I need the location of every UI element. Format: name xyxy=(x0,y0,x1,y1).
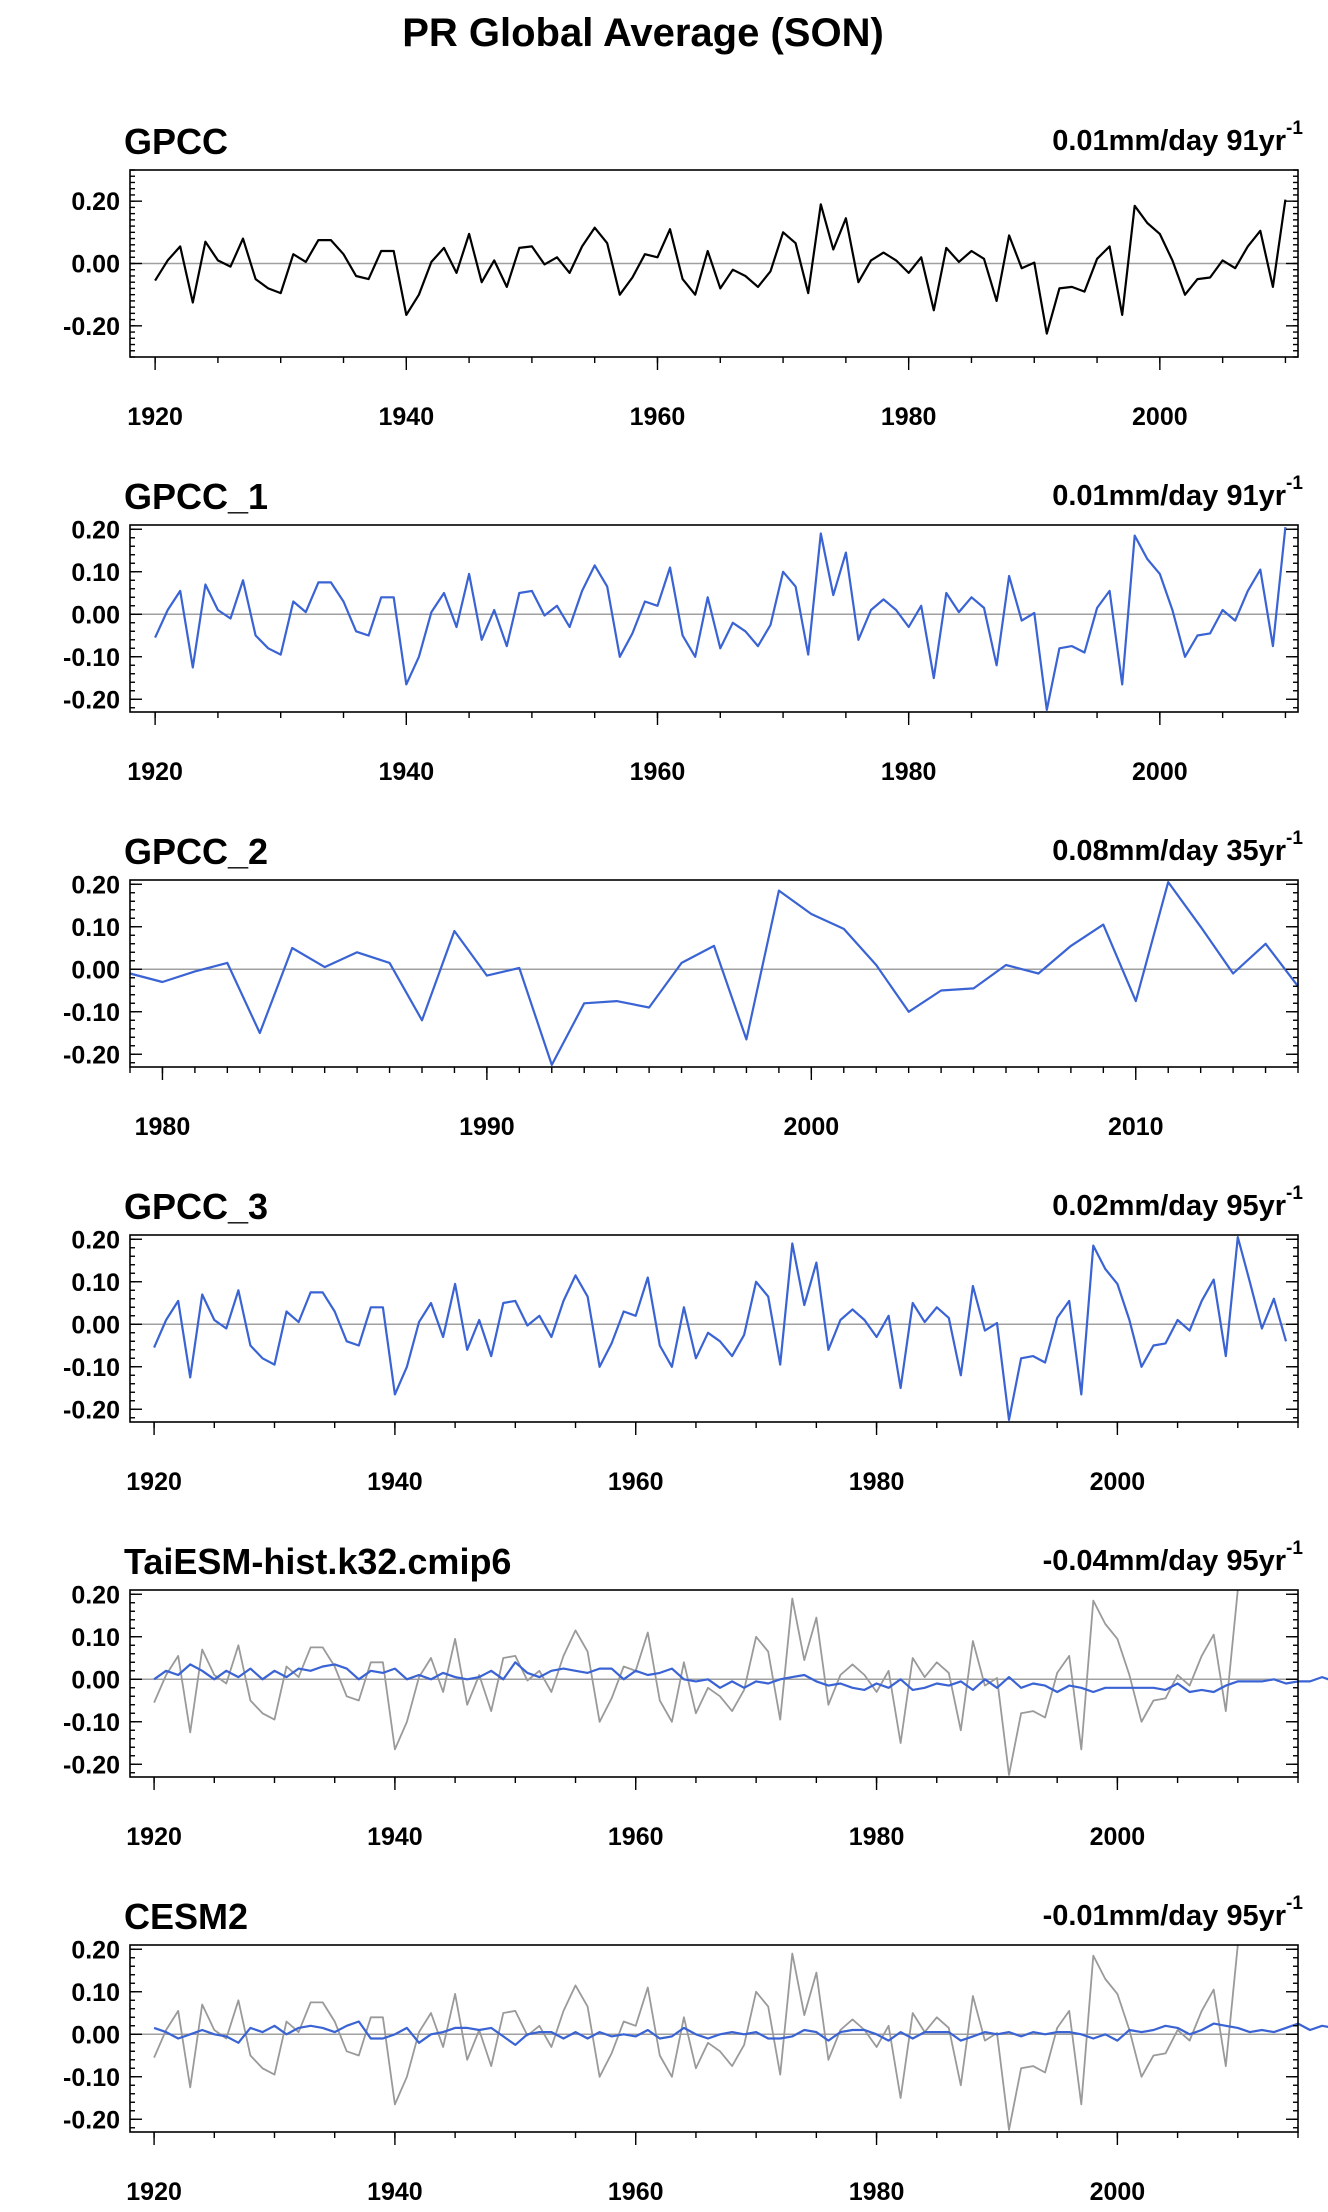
x-tick-label: 1990 xyxy=(459,1113,515,1141)
y-tick-label: 0.20 xyxy=(71,516,120,544)
series-line-model xyxy=(129,880,1299,1067)
y-tick-label: 0.10 xyxy=(71,914,120,942)
trend-exponent: -1 xyxy=(1286,473,1303,494)
y-tick-label: -0.10 xyxy=(63,1709,120,1737)
y-tick-label: 0.10 xyxy=(71,1624,120,1652)
x-tick-label: 1980 xyxy=(881,758,937,786)
y-tick-label: -0.20 xyxy=(63,1041,120,1069)
x-tick-label: 1960 xyxy=(630,758,686,786)
trend-exponent: -1 xyxy=(1286,828,1303,849)
x-tick-label: 1940 xyxy=(367,1823,423,1851)
y-tick-label: 0.10 xyxy=(71,1269,120,1297)
trend-label: 0.02mm/day 95yr xyxy=(1052,1190,1286,1222)
plot-frame xyxy=(129,1589,1299,1778)
x-tick-label: 1940 xyxy=(378,403,434,431)
x-tick-label: 1940 xyxy=(378,758,434,786)
y-tick-label: -0.10 xyxy=(63,999,120,1027)
y-tick-label: 0.00 xyxy=(71,1666,120,1694)
y-tick-label: 0.10 xyxy=(71,559,120,587)
y-tick-label: 0.00 xyxy=(71,956,120,984)
y-tick-label: 0.20 xyxy=(71,1226,120,1254)
x-tick-label: 1980 xyxy=(849,1468,905,1496)
panel-title: GPCC_3 xyxy=(124,1186,268,1227)
x-tick-label: 2000 xyxy=(1132,403,1188,431)
trend-label: 0.08mm/day 35yr xyxy=(1052,835,1286,867)
y-tick-label: 0.00 xyxy=(71,1311,120,1339)
y-tick-label: 0.00 xyxy=(71,601,120,629)
y-tick-label: 0.20 xyxy=(71,1581,120,1609)
x-tick-label: 1940 xyxy=(367,1468,423,1496)
trend-label: 0.01mm/day 91yr xyxy=(1052,125,1286,157)
x-tick-label: 1980 xyxy=(135,1113,191,1141)
x-tick-label: 1980 xyxy=(849,2178,905,2206)
x-tick-label: 1920 xyxy=(127,758,183,786)
panel-title: TaiESM-hist.k32.cmip6 xyxy=(124,1541,511,1582)
plot-frame xyxy=(129,1944,1299,2133)
panel-1: GPCC 0.01mm/day 91yr -1 -0.20 0.00 0.20 1920 19… xyxy=(63,118,1303,431)
y-tick-label: -0.10 xyxy=(63,1354,120,1382)
x-tick-label: 1980 xyxy=(849,1823,905,1851)
x-tick-label: 1920 xyxy=(126,2178,182,2206)
panel-title: GPCC xyxy=(124,121,228,162)
trend-exponent: -1 xyxy=(1286,1893,1303,1914)
y-tick-label: 0.00 xyxy=(71,251,120,279)
series-line-reference xyxy=(153,1589,1239,1776)
trend-label: 0.01mm/day 91yr xyxy=(1052,480,1286,512)
series-line-model xyxy=(154,526,1287,712)
x-tick-label: 1920 xyxy=(126,1823,182,1851)
panel-3: GPCC_2 0.08mm/day 35yr -1 -0.20 -0.10 0.00 0.1… xyxy=(63,828,1303,1141)
plot-frame xyxy=(129,1234,1299,1423)
series-line-reference xyxy=(153,1944,1239,2131)
x-tick-label: 1960 xyxy=(608,1468,664,1496)
panel-6: CESM2 -0.01mm/day 95yr -1 -0.20 -0.10 0.00 0.1… xyxy=(63,1893,1328,2206)
x-tick-label: 1960 xyxy=(608,2178,664,2206)
y-tick-label: -0.10 xyxy=(63,2064,120,2092)
x-tick-label: 2000 xyxy=(1132,758,1188,786)
series-line-observation xyxy=(154,199,1287,335)
y-tick-label: -0.20 xyxy=(63,1751,120,1779)
y-tick-label: -0.10 xyxy=(63,644,120,672)
x-tick-label: 1940 xyxy=(367,2178,423,2206)
trend-exponent: -1 xyxy=(1286,118,1303,139)
x-tick-label: 1980 xyxy=(881,403,937,431)
x-tick-label: 2010 xyxy=(1108,1113,1164,1141)
x-tick-label: 2000 xyxy=(1090,2178,1146,2206)
panel-5: TaiESM-hist.k32.cmip6 -0.04mm/day 95yr -1 -… xyxy=(63,1538,1328,1851)
y-tick-label: -0.20 xyxy=(63,2106,120,2134)
x-tick-label: 1920 xyxy=(126,1468,182,1496)
y-tick-label: -0.20 xyxy=(63,313,120,341)
y-tick-label: 0.20 xyxy=(71,871,120,899)
x-tick-label: 1920 xyxy=(127,403,183,431)
page-title: PR Global Average (SON) xyxy=(402,11,884,55)
x-tick-label: 2000 xyxy=(1090,1468,1146,1496)
panel-title: GPCC_1 xyxy=(124,476,268,517)
y-tick-label: -0.20 xyxy=(63,686,120,714)
x-tick-label: 2000 xyxy=(784,1113,840,1141)
trend-exponent: -1 xyxy=(1286,1183,1303,1204)
y-tick-label: 0.10 xyxy=(71,1979,120,2007)
y-tick-label: -0.20 xyxy=(63,1396,120,1424)
series-line-model xyxy=(153,1661,1328,1694)
x-tick-label: 1960 xyxy=(608,1823,664,1851)
trend-label: -0.04mm/day 95yr xyxy=(1043,1545,1286,1577)
series-line-model xyxy=(153,2020,1328,2047)
plot-frame xyxy=(129,524,1299,713)
y-tick-label: 0.00 xyxy=(71,2021,120,2049)
panel-title: CESM2 xyxy=(124,1896,248,1937)
series-line-model xyxy=(153,1235,1288,1422)
trend-label: -0.01mm/day 95yr xyxy=(1043,1900,1286,1932)
y-tick-label: 0.20 xyxy=(71,188,120,216)
panel-title: GPCC_2 xyxy=(124,831,268,872)
x-tick-label: 2000 xyxy=(1090,1823,1146,1851)
panel-2: GPCC_1 0.01mm/day 91yr -1 -0.20 -0.10 0.00 0.1… xyxy=(63,473,1303,786)
y-tick-label: 0.20 xyxy=(71,1936,120,1964)
x-tick-label: 1960 xyxy=(630,403,686,431)
plot-frame xyxy=(129,879,1299,1068)
trend-exponent: -1 xyxy=(1286,1538,1303,1559)
panel-4: GPCC_3 0.02mm/day 95yr -1 -0.20 -0.10 0.00 0.1… xyxy=(63,1183,1303,1496)
